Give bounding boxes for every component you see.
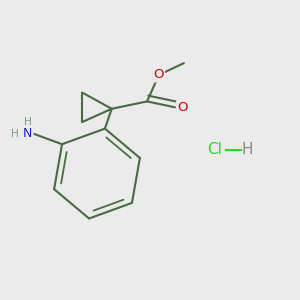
- Text: H: H: [24, 117, 32, 127]
- Text: O: O: [154, 68, 164, 81]
- Text: Cl: Cl: [207, 142, 222, 158]
- Text: H: H: [11, 129, 18, 139]
- Text: O: O: [177, 101, 188, 114]
- Text: H: H: [242, 142, 253, 158]
- Text: N: N: [23, 127, 32, 140]
